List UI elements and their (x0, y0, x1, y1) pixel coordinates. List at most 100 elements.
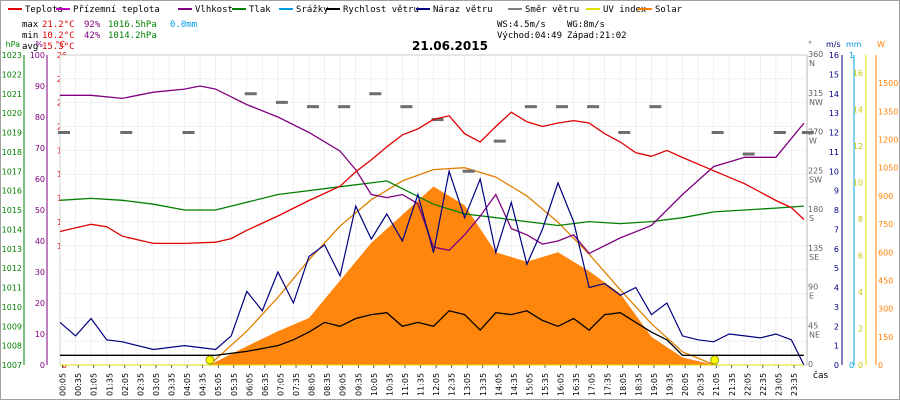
axis-tick-label-hpa: 1020 (2, 109, 22, 118)
axis-tick-label-ms: 6 (834, 245, 839, 254)
series-solar-theoretical (208, 167, 715, 366)
axis-tick-label-uv: 6 (858, 252, 863, 261)
axis-tick-label-hpa: 1009 (2, 322, 22, 331)
axis-tick-label-wm2: 1200 (878, 136, 898, 145)
axis-tick-label-dir-compass: SE (809, 253, 819, 262)
x-tick-label: 23:05 (774, 373, 783, 396)
series-wind-dir-point (120, 131, 133, 134)
x-tick-label: 03:05 (152, 373, 161, 396)
stat-min-temp: 10.2°C (42, 31, 75, 41)
x-tick-label: 14:35 (510, 373, 519, 396)
axis-tick-label-pct: 30 (35, 268, 45, 277)
axis-tick-label-ms: 14 (829, 90, 839, 99)
series-wind-dir-point (493, 139, 506, 143)
x-tick-label: 11:05 (401, 373, 410, 396)
x-tick-label: 17:35 (603, 373, 612, 396)
x-tick-label: 02:05 (121, 373, 130, 396)
axis-tick-label-wm2: 1050 (878, 164, 898, 173)
sunset-marker (710, 355, 720, 365)
stat-max-press: 1016.5hPa (108, 20, 157, 30)
series-wind-dir-point (524, 105, 537, 109)
series-wind-dir-point (462, 169, 475, 173)
x-tick-label: 18:05 (619, 373, 628, 396)
axis-tick-label-hpa: 1015 (2, 206, 22, 215)
axis-tick-label-wm2: 0 (878, 361, 883, 370)
axis-tick-label-hpa: 1010 (2, 303, 22, 312)
axis-tick-label-uv: 12 (853, 142, 863, 151)
plot-area (58, 54, 814, 366)
x-tick-label: 12:05 (432, 373, 441, 396)
axis-tick-label-hpa: 1019 (2, 129, 22, 138)
x-tick-label: 00:05 (59, 373, 68, 396)
axis-tick-label-ms: 1 (834, 342, 839, 351)
legend-label: Náraz větru (433, 5, 493, 15)
x-tick-label: 09:05 (339, 373, 348, 396)
x-tick-label: 07:35 (292, 373, 301, 396)
series-wind-dir-point (275, 100, 288, 104)
stat-sunset: Západ:21:02 (567, 31, 627, 41)
legend-label: Teplota (25, 5, 63, 15)
series-wind-dir-point (711, 131, 724, 134)
axis-tick-label-ms: 12 (829, 129, 839, 138)
axis-tick-label-ms: 16 (829, 51, 839, 60)
axis-tick-label-hpa: 1023 (2, 51, 22, 60)
x-tick-label: 13:35 (479, 373, 488, 396)
stat-min-press: 1014.2hPa (108, 31, 157, 41)
axis-tick-label-pct: 90 (35, 82, 45, 91)
x-tick-label: 11:35 (417, 373, 426, 396)
x-tick-label: 08:35 (323, 373, 332, 396)
axis-tick-label-pct: 80 (35, 113, 45, 122)
axis-tick-label-dir-compass: W (809, 137, 817, 146)
series-layer (58, 85, 814, 366)
axis-unit-wm2: W (877, 40, 885, 49)
x-tick-label: 15:05 (525, 373, 534, 396)
axis-tick-label-dir-compass: E (809, 292, 814, 301)
series-wind-dir-point (400, 105, 413, 109)
x-tick-label: 16:35 (572, 373, 581, 396)
axis-tick-label-dir: 0 (808, 360, 813, 369)
axis-tick-label-mm: 0 (849, 361, 854, 370)
axis-tick-label-hpa: 1016 (2, 187, 22, 196)
axis-tick-label-dir-compass: NW (809, 98, 823, 107)
stat-min-label: min (22, 31, 38, 41)
series-wind-dir-point (369, 92, 382, 96)
legend-label: UV index (603, 5, 647, 15)
axis-tick-label-hpa: 1021 (2, 90, 22, 99)
series-solar-area (209, 186, 715, 365)
x-axis: 00:05 00:35 01:05 01:35 02:05 02:35 03:05 03:35… (59, 365, 799, 396)
axis-tick-label-ms: 15 (829, 70, 839, 79)
axis-unit-degc: °C (55, 40, 65, 49)
x-tick-label: 04:05 (183, 373, 192, 396)
series-wind-speed (60, 310, 804, 356)
stat-sunrise: Východ:04:49 (497, 31, 562, 41)
sun-markers (205, 355, 720, 365)
stat-avg-temp: 15.3°C (42, 42, 75, 52)
sunrise-marker (205, 355, 215, 365)
series-wind-dir-point (244, 92, 257, 96)
axis-tick-label-ms: 10 (829, 167, 839, 176)
axis-tick-label-wm2: 1350 (878, 107, 898, 116)
axis-tick-label-uv: 0 (858, 361, 863, 370)
x-tick-label: 01:35 (105, 373, 114, 396)
axis-tick-label-dir: 225 (808, 166, 823, 175)
axis-tick-label-uv: 10 (853, 179, 863, 188)
x-tick-label: 16:05 (557, 373, 566, 396)
legend-label: Rychlost větru (343, 5, 419, 15)
axis-tick-label-pct: 10 (35, 330, 45, 339)
axis-unit-hpa: hPa (6, 40, 21, 49)
series-wind-dir-point (649, 105, 662, 109)
series-wind-dir-point (587, 105, 600, 109)
axis-tick-label-dir: 135 (808, 244, 823, 253)
x-tick-label: 14:05 (494, 373, 503, 396)
legend: Teplota Přízemní teplota Vlhkost Tlak Srážky… (8, 5, 683, 15)
stat-min-hum: 42% (84, 31, 101, 41)
axis-tick-label-ms: 7 (834, 225, 839, 234)
series-wind-dir-point (556, 105, 568, 109)
x-tick-label: 20:35 (697, 373, 706, 396)
series-wind-dir-point (773, 131, 786, 134)
axis-tick-label-hpa: 1017 (2, 167, 22, 176)
x-tick-label: 01:05 (90, 373, 99, 396)
axis-tick-label-dir: 180 (808, 205, 823, 214)
axis-tick-label-wm2: 1500 (878, 79, 898, 88)
